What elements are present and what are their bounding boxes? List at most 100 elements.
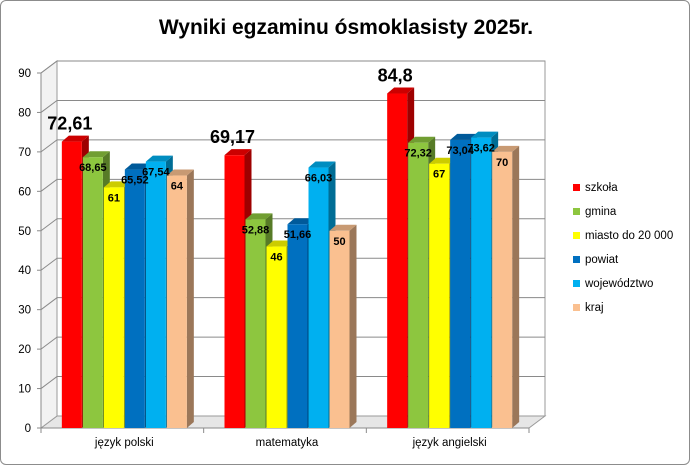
bar-front <box>450 139 471 429</box>
bar-top <box>266 240 294 247</box>
bar-top <box>145 155 173 162</box>
bar-side <box>186 169 194 429</box>
data-label: 69,17 <box>210 127 255 147</box>
legend-item: miasto do 20 000 <box>573 230 673 242</box>
bar-top <box>471 131 499 138</box>
legend-label: miasto do 20 000 <box>585 230 673 242</box>
bar-front <box>471 137 492 429</box>
bar-front <box>103 187 124 428</box>
bar-side <box>349 224 357 428</box>
bar-top <box>287 218 315 225</box>
bar-front <box>492 151 513 428</box>
legend-label: powiat <box>585 254 619 266</box>
bar-front <box>61 141 82 429</box>
legend-item: gmina <box>573 206 617 218</box>
bar-front <box>166 175 187 428</box>
data-label: 84,8 <box>378 66 413 86</box>
bar-top <box>492 145 520 152</box>
data-label: 50 <box>333 236 345 248</box>
bar-front <box>387 93 408 428</box>
legend-label: województwo <box>584 278 653 290</box>
y-tick-label: 30 <box>18 305 31 317</box>
bar-front <box>124 169 145 428</box>
gridline <box>40 99 545 113</box>
legend-label: kraj <box>585 302 604 314</box>
bar-front <box>329 230 350 428</box>
bar-top <box>245 213 273 220</box>
legend-label: szkoła <box>585 182 618 194</box>
bar-top <box>429 157 457 164</box>
y-tick-label: 0 <box>25 423 31 435</box>
bar-top <box>61 135 89 142</box>
legend-swatch <box>573 256 580 263</box>
gridline <box>40 257 545 271</box>
bar-top <box>387 87 415 94</box>
legend-item: powiat <box>573 254 619 266</box>
legend-swatch <box>573 184 580 191</box>
bar-front <box>308 167 329 428</box>
legend: szkoła gmina miasto do 20 000 powiat wojewód… <box>573 182 673 314</box>
y-tick-label: 70 <box>18 147 31 159</box>
x-category-label: język polski <box>94 437 154 449</box>
y-tick-label: 50 <box>18 226 31 238</box>
legend-item: szkoła <box>573 182 618 194</box>
bar-front <box>245 219 266 428</box>
bar-top <box>82 151 110 158</box>
gridline <box>40 60 545 74</box>
data-label: 65,52 <box>121 175 149 187</box>
gridline <box>40 218 545 232</box>
bar-front <box>408 142 429 428</box>
bar <box>166 169 194 429</box>
bar-front <box>224 155 245 428</box>
legend-swatch <box>573 232 580 239</box>
data-label: 73,62 <box>467 143 495 155</box>
y-tick-label: 80 <box>18 107 31 119</box>
data-label: 46 <box>270 252 282 264</box>
data-label: 67,54 <box>142 167 170 179</box>
data-label: 52,88 <box>242 224 270 236</box>
bar-top <box>308 161 336 168</box>
bar-top <box>408 136 436 143</box>
y-tick-label: 20 <box>18 344 31 356</box>
data-label: 51,66 <box>284 229 312 241</box>
axes: 0 10 20 30 40 50 60 70 80 90 język polski matematyk… <box>18 68 530 449</box>
data-label: 61 <box>108 192 120 204</box>
data-label: 72,61 <box>47 114 92 134</box>
data-label: 70 <box>496 157 508 169</box>
gridline <box>40 178 545 192</box>
bar-front <box>287 224 308 428</box>
legend-swatch <box>573 208 580 215</box>
bar <box>492 145 520 428</box>
x-category-label: matematyka <box>256 437 319 449</box>
legend-item: kraj <box>573 302 604 314</box>
data-label: 64 <box>171 181 184 193</box>
bar-top <box>124 163 152 170</box>
data-label: 72,32 <box>404 148 432 160</box>
bar-top <box>450 133 478 140</box>
y-tick-label: 90 <box>18 68 31 80</box>
bar-side <box>512 145 520 428</box>
bar-front <box>145 161 166 428</box>
bar-front <box>429 163 450 428</box>
bar <box>329 224 357 428</box>
bar-top <box>224 149 252 156</box>
gridline <box>40 139 545 153</box>
y-tick-label: 40 <box>18 265 31 277</box>
gridline <box>40 297 545 311</box>
gridline <box>40 336 545 350</box>
bar-front <box>266 246 287 428</box>
legend-swatch <box>573 280 580 287</box>
legend-label: gmina <box>585 206 617 218</box>
data-label: 66,03 <box>305 173 333 185</box>
bars <box>61 87 520 429</box>
bar-top <box>103 181 131 188</box>
gridline <box>40 376 545 389</box>
data-label: 73,04 <box>446 145 474 157</box>
chart-title: Wyniki egzaminu ósmoklasisty 2025r. <box>159 16 533 39</box>
x-category-label: język angielski <box>412 437 487 449</box>
legend-item: województwo <box>573 278 653 290</box>
bar-top <box>166 169 194 176</box>
